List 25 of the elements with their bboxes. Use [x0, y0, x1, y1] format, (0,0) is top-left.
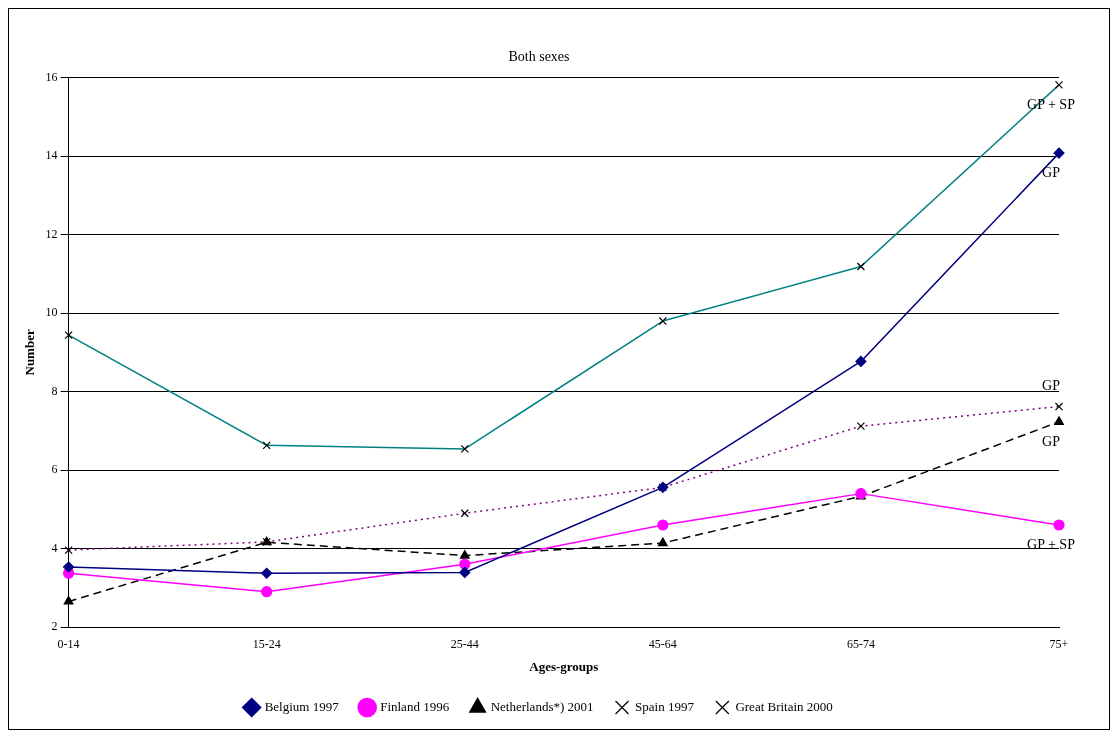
y-tick-label: 2 [51, 619, 58, 634]
y-tick-label: 8 [51, 383, 58, 398]
annotation: GP [1042, 164, 1061, 180]
y-axis-title: Number [22, 329, 38, 376]
annotation: GP [1042, 433, 1061, 449]
y-tick-label: 6 [51, 462, 58, 477]
y-tick-label: 14 [45, 148, 58, 163]
chart-title: Both sexes [508, 49, 570, 65]
legend-label: Netherlands*) 2001 [490, 698, 594, 714]
x-tick-label: 65-74 [846, 637, 875, 652]
legend-label: Belgium 1997 [264, 698, 340, 714]
legend-label: Spain 1997 [635, 698, 695, 714]
x-tick-label: 15-24 [252, 637, 281, 652]
x-tick-label: 0-14 [57, 637, 80, 652]
legend-label: Great Britain 2000 [735, 698, 833, 714]
y-tick-label: 10 [45, 305, 58, 320]
y-tick-label: 16 [45, 69, 58, 84]
x-tick-label: 75+ [1049, 637, 1069, 652]
y-tick-label: 12 [45, 226, 58, 241]
y-tick-label: 4 [51, 540, 58, 555]
legend-label: Finland 1996 [380, 698, 450, 714]
x-tick-label: 25-44 [450, 637, 479, 652]
x-tick-label: 45-64 [648, 637, 677, 652]
x-axis-title: Ages-groups [529, 658, 599, 674]
annotation: GP [1042, 378, 1061, 394]
